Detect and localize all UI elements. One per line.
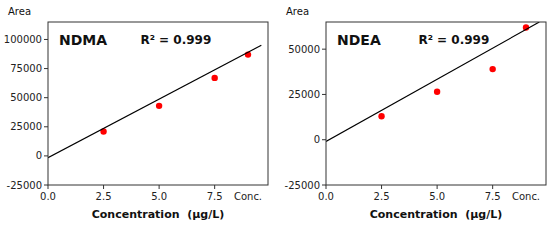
x-tick-label: 0.0 xyxy=(40,191,56,202)
x-tick xyxy=(48,185,49,189)
scatter-point xyxy=(489,66,495,72)
y-tick-label: 0 xyxy=(36,150,42,161)
axis-annotation: Conc. xyxy=(512,191,540,202)
x-axis-label: Concentration (μg/L) xyxy=(92,208,225,221)
x-tick-label: 5.0 xyxy=(429,191,445,202)
y-tick-label: 100000 xyxy=(4,34,42,45)
scatter-point xyxy=(434,89,440,95)
y-tick xyxy=(322,185,326,186)
y-tick-label: -25000 xyxy=(285,180,320,191)
y-tick-label: 25000 xyxy=(288,89,320,100)
x-axis-label: Concentration (μg/L) xyxy=(370,208,503,221)
x-tick xyxy=(381,185,382,189)
x-tick-label: 2.5 xyxy=(374,191,390,202)
x-tick xyxy=(214,185,215,189)
r2-label: R² = 0.999 xyxy=(140,33,211,47)
plot-area xyxy=(48,45,261,157)
x-tick xyxy=(437,185,438,189)
frame xyxy=(326,22,546,185)
figure: 0.0 2.5 5.0 7.5 -25000 0 25000 50000 75000 100000… xyxy=(0,0,556,227)
y-tick-label: 50000 xyxy=(10,92,42,103)
y-tick xyxy=(44,185,48,186)
y-tick xyxy=(322,139,326,140)
y-tick xyxy=(44,39,48,40)
compound-label: NDEA xyxy=(337,32,381,48)
panel: 0.0 2.5 5.0 7.5 -25000 0 25000 50000 75000 100000… xyxy=(4,6,268,221)
x-tick-label: 2.5 xyxy=(96,191,112,202)
scatter-point xyxy=(211,75,217,81)
panel: 0.0 2.5 5.0 7.5 -25000 0 25000 50000 Concentrati… xyxy=(285,6,546,221)
scatter-point xyxy=(156,103,162,109)
y-axis-label: Area xyxy=(8,6,31,17)
y-axis-label: Area xyxy=(286,6,309,17)
x-tick-label: 7.5 xyxy=(485,191,501,202)
y-tick-label: 50000 xyxy=(288,44,320,55)
regression-line xyxy=(326,22,539,142)
r2-label: R² = 0.999 xyxy=(418,33,489,47)
compound-label: NDMA xyxy=(59,32,107,48)
y-tick-label: 75000 xyxy=(10,63,42,74)
regression-line xyxy=(48,45,261,157)
y-tick-label: 0 xyxy=(314,134,320,145)
x-tick xyxy=(326,185,327,189)
y-tick xyxy=(44,155,48,156)
x-tick-label: 0.0 xyxy=(318,191,334,202)
x-tick xyxy=(492,185,493,189)
axis-annotation: Conc. xyxy=(234,191,262,202)
x-tick xyxy=(159,185,160,189)
y-tick xyxy=(322,49,326,50)
frame xyxy=(48,22,268,185)
y-tick-label: -25000 xyxy=(7,180,42,191)
y-tick-label: 25000 xyxy=(10,121,42,132)
y-tick xyxy=(44,126,48,127)
scatter-point xyxy=(378,113,384,119)
y-tick xyxy=(44,68,48,69)
x-tick-label: 7.5 xyxy=(207,191,223,202)
plot-area xyxy=(326,22,539,142)
y-tick xyxy=(322,94,326,95)
x-tick xyxy=(103,185,104,189)
x-tick-label: 5.0 xyxy=(151,191,167,202)
y-tick xyxy=(44,97,48,98)
